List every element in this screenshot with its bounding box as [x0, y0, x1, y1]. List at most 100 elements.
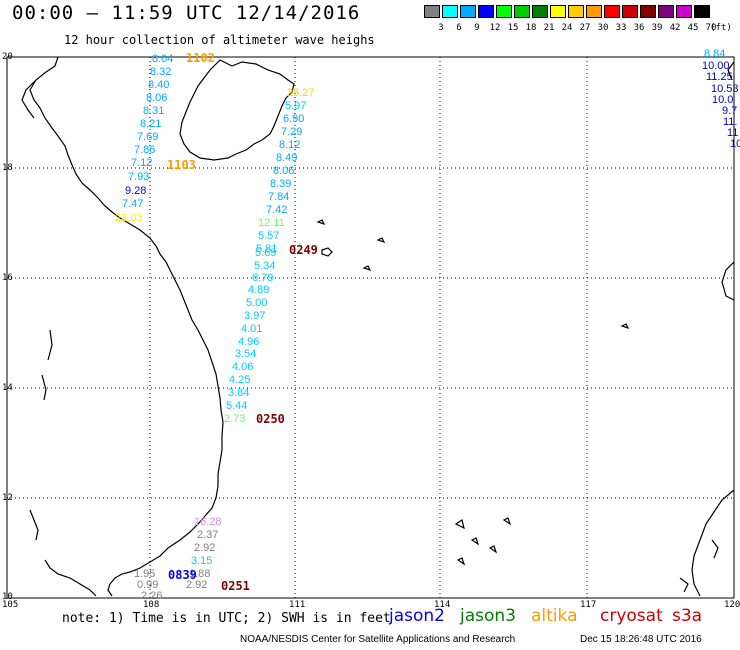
wave-height-label: 3.54	[235, 348, 257, 360]
wave-height-label: 6.79	[252, 272, 274, 284]
wave-height-label: 7.69	[137, 131, 159, 143]
wave-height-label: 5.81	[256, 243, 278, 255]
lon-label-111: 111	[289, 600, 306, 610]
scale-label: 33	[615, 23, 627, 33]
wave-height-label: 5.44	[226, 400, 248, 412]
scale-swatch	[442, 5, 458, 18]
scale-swatch	[568, 5, 584, 18]
scale-swatch	[478, 5, 494, 18]
lat-label-16: 16	[2, 273, 13, 283]
legend-jason3: jason3	[460, 606, 516, 626]
scale-label: 42	[669, 23, 681, 33]
scale-swatch	[604, 5, 620, 18]
wave-height-label: 7.93	[128, 171, 150, 183]
wave-height-label: 10.53	[711, 83, 739, 95]
wave-height-label: 4.25	[229, 374, 251, 386]
wave-height-label: 11.	[723, 116, 738, 128]
legend-cryosat: cryosat	[600, 606, 663, 626]
wave-height-label: 5.57	[258, 230, 280, 242]
wave-height-label: 10.00	[702, 60, 730, 72]
wave-height-label: 7.42	[266, 204, 288, 216]
wave-height-label: 3.15	[191, 555, 213, 567]
scale-swatch	[460, 5, 476, 18]
wave-height-label: 6.90	[283, 113, 305, 125]
pass-label: 0839	[168, 568, 197, 582]
lon-label-105: 105	[2, 600, 19, 610]
pass-label: 1102	[186, 51, 215, 65]
scale-swatch	[550, 5, 566, 18]
scale-swatch	[640, 5, 656, 18]
credit-line: NOAA/NESDIS Center for Satellite Applica…	[240, 634, 516, 645]
map-title: 00:00 – 11:59 UTC 12/14/2016	[12, 2, 361, 24]
pass-label: 1103	[167, 158, 196, 172]
lat-label-14: 14	[2, 383, 13, 393]
scale-label: 36	[633, 23, 645, 33]
legend-s3a: s3a	[672, 606, 703, 626]
scale-label: 12	[489, 23, 501, 33]
wave-height-label: 10	[730, 138, 740, 150]
wave-height-label: 9.7	[722, 105, 738, 117]
wave-height-label: 16.28	[194, 516, 222, 528]
lat-label-20: 20	[2, 52, 13, 62]
map-frame	[6, 56, 735, 599]
legend-jason2: jason2	[389, 606, 445, 626]
scale-swatch	[532, 5, 548, 18]
scale-swatch	[496, 5, 512, 18]
wave-height-label: 5.34	[254, 260, 276, 272]
wave-height-label: 0.99	[137, 579, 159, 591]
wave-height-label: 8.40	[148, 79, 170, 91]
wave-height-label: 4.01	[241, 323, 263, 335]
wave-height-label: 2.92	[186, 579, 208, 591]
scale-swatch	[622, 5, 638, 18]
units-note: note: 1) Time is in UTC; 2) SWH is in fe…	[62, 611, 391, 626]
wave-height-label: 26.27	[287, 87, 315, 99]
wave-height-label: 7.29	[281, 126, 303, 138]
wave-height-label: 8.06	[146, 92, 168, 104]
scale-label: 39	[651, 23, 663, 33]
wave-height-label: 12.11	[258, 217, 285, 229]
wave-height-label: 8.32	[150, 66, 172, 78]
lat-label-10: 10	[2, 592, 13, 602]
lon-label-114: 114	[434, 600, 451, 610]
wave-height-label: 4.06	[232, 361, 254, 373]
pass-label: 0251	[221, 579, 250, 593]
scale-label: 30	[597, 23, 609, 33]
scale-swatch	[658, 5, 674, 18]
wave-height-label: 8.06	[273, 165, 295, 177]
lon-label-120: 120	[724, 600, 740, 610]
scale-label: 27	[579, 23, 591, 33]
wave-height-label: 5.69	[255, 247, 277, 259]
scale-label: 3	[438, 23, 444, 33]
wave-height-label: 8.39	[270, 178, 292, 190]
scale-label: 70	[705, 23, 717, 33]
wave-height-label: 11	[727, 127, 739, 139]
wave-height-label: 8.84	[704, 48, 726, 60]
wave-height-label: 10.0	[712, 94, 734, 106]
wave-height-label: 4.96	[238, 336, 260, 348]
lon-label-117: 117	[580, 600, 597, 610]
scale-label: 15	[507, 23, 519, 33]
wave-height-label: 9.28	[125, 185, 147, 197]
wave-height-label: 8.21	[140, 118, 162, 130]
wave-height-label: 5.00	[246, 297, 268, 309]
wave-height-label: 7.84	[268, 191, 290, 203]
wave-height-label: 7.86	[134, 144, 156, 156]
lon-label-108: 108	[143, 600, 160, 610]
generated-timestamp: Dec 15 18:26:48 UTC 2016	[580, 634, 702, 645]
pass-label: 0249	[289, 243, 318, 257]
map-subtitle: 12 hour collection of altimeter wave hei…	[64, 33, 375, 47]
scale-label: 45	[687, 23, 699, 33]
wave-height-label: 23.03	[115, 212, 143, 224]
scale-swatch	[514, 5, 530, 18]
scale-label: 24	[561, 23, 573, 33]
wave-height-label: 11.25	[706, 71, 733, 83]
wave-height-label: 8.04	[152, 53, 174, 65]
scale-label: 9	[474, 23, 480, 33]
wave-height-label: 2.37	[197, 529, 219, 541]
scale-unit: (ft)	[710, 23, 732, 33]
scale-swatch	[586, 5, 602, 18]
wave-height-label: 1.95	[134, 568, 156, 580]
wave-height-label: 2.26	[141, 590, 163, 602]
coastline	[21, 56, 735, 597]
